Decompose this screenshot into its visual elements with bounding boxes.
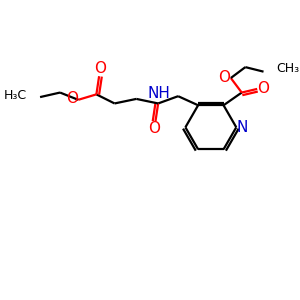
Text: O: O	[148, 122, 160, 136]
Text: O: O	[94, 61, 106, 76]
Text: NH: NH	[147, 86, 170, 101]
Text: O: O	[66, 92, 78, 106]
Text: N: N	[237, 120, 248, 135]
Text: O: O	[257, 80, 269, 95]
Text: CH₃: CH₃	[276, 62, 299, 75]
Text: O: O	[218, 70, 230, 85]
Text: H₃C: H₃C	[4, 89, 27, 102]
